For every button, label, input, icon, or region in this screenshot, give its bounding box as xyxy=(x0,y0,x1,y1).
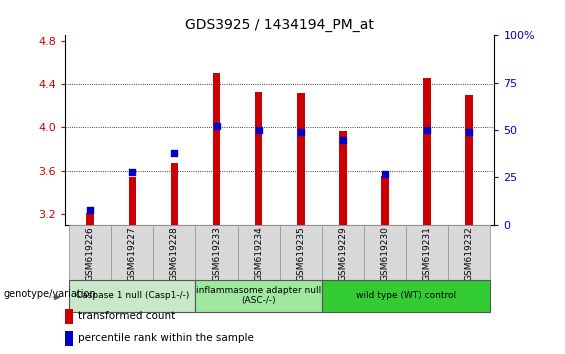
Bar xyxy=(280,225,322,280)
Text: GSM619235: GSM619235 xyxy=(296,227,305,281)
Text: GSM619234: GSM619234 xyxy=(254,227,263,281)
Bar xyxy=(195,225,237,280)
Point xyxy=(464,129,473,135)
Bar xyxy=(111,225,153,280)
Bar xyxy=(381,176,389,225)
Point xyxy=(212,124,221,129)
Text: GSM619226: GSM619226 xyxy=(86,227,95,281)
Text: GSM619228: GSM619228 xyxy=(170,227,179,281)
Text: GSM619232: GSM619232 xyxy=(464,227,473,281)
Bar xyxy=(322,280,490,312)
Text: GSM619227: GSM619227 xyxy=(128,227,137,281)
Point xyxy=(86,207,95,212)
Bar xyxy=(466,95,473,225)
Title: GDS3925 / 1434194_PM_at: GDS3925 / 1434194_PM_at xyxy=(185,18,374,32)
Bar xyxy=(171,163,178,225)
Text: wild type (WT) control: wild type (WT) control xyxy=(356,291,456,300)
Text: genotype/variation: genotype/variation xyxy=(3,289,96,299)
Text: Caspase 1 null (Casp1-/-): Caspase 1 null (Casp1-/-) xyxy=(76,291,189,300)
Bar xyxy=(65,309,73,324)
Bar xyxy=(65,331,73,346)
Bar xyxy=(322,225,364,280)
Bar xyxy=(129,177,136,225)
Bar xyxy=(364,225,406,280)
Point xyxy=(254,127,263,133)
Point xyxy=(423,127,432,133)
Point xyxy=(338,137,347,142)
Bar xyxy=(255,92,262,225)
Bar xyxy=(339,131,346,225)
Point xyxy=(380,171,389,177)
Text: percentile rank within the sample: percentile rank within the sample xyxy=(78,333,254,343)
Bar xyxy=(213,73,220,225)
Bar xyxy=(69,225,111,280)
Text: GSM619233: GSM619233 xyxy=(212,227,221,281)
Bar xyxy=(86,213,94,225)
Bar xyxy=(297,93,305,225)
Point xyxy=(128,169,137,175)
Bar xyxy=(237,225,280,280)
Point xyxy=(170,150,179,156)
Bar xyxy=(448,225,490,280)
Text: transformed count: transformed count xyxy=(78,312,175,321)
Text: inflammasome adapter null
(ASC-/-): inflammasome adapter null (ASC-/-) xyxy=(196,286,321,305)
Bar xyxy=(406,225,448,280)
Bar xyxy=(69,280,195,312)
Point xyxy=(296,129,305,135)
Bar xyxy=(195,280,322,312)
Bar xyxy=(153,225,195,280)
Text: GSM619230: GSM619230 xyxy=(380,227,389,281)
Text: GSM619231: GSM619231 xyxy=(423,227,432,281)
Text: GSM619229: GSM619229 xyxy=(338,227,347,281)
Bar xyxy=(423,78,431,225)
